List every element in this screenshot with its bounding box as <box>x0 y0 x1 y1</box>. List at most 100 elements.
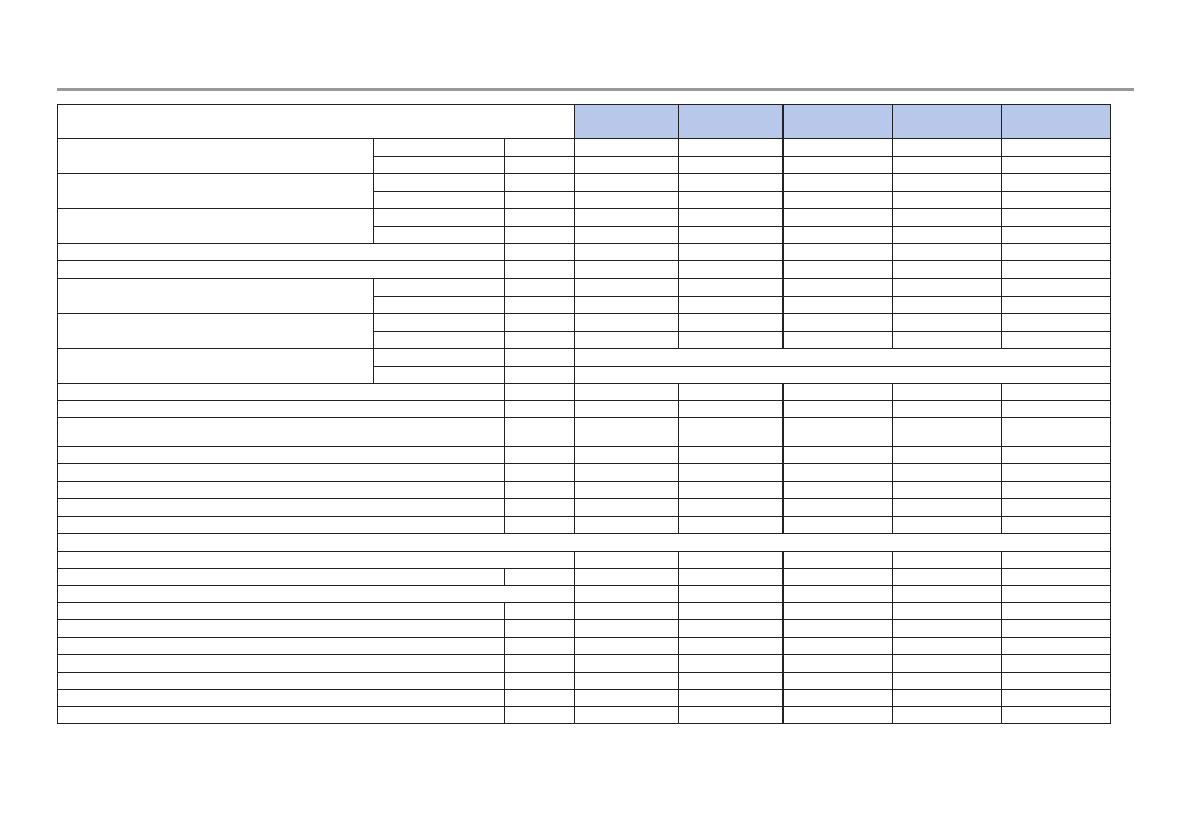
table-cell <box>57 208 374 244</box>
table-cell <box>373 156 505 174</box>
table-row <box>57 706 1112 724</box>
table-row <box>57 619 1112 638</box>
table-cell <box>56 585 576 603</box>
table-cell <box>1001 498 1112 517</box>
table-cell <box>574 383 680 401</box>
table-cell <box>678 481 784 499</box>
table-cell <box>503 173 576 192</box>
table-cell <box>1001 156 1112 174</box>
table-row <box>57 481 1112 499</box>
table-cell <box>1001 400 1112 418</box>
table-cell <box>892 672 1003 690</box>
table-cell <box>892 226 1003 244</box>
table-cell <box>503 138 576 157</box>
table-row <box>58 331 1112 349</box>
table-cell <box>678 602 784 620</box>
table-cell <box>892 313 1003 332</box>
table-cell <box>1001 689 1112 707</box>
table-cell <box>892 417 1003 447</box>
header-cell <box>678 104 784 139</box>
table-row <box>57 498 1112 517</box>
table-cell <box>57 260 505 279</box>
table-cell <box>1001 226 1112 244</box>
table-cell <box>1001 417 1112 447</box>
table-cell <box>57 481 505 499</box>
table-cell <box>678 260 784 279</box>
table-cell <box>678 689 784 707</box>
table-cell <box>1001 481 1112 499</box>
table-cell <box>503 278 576 297</box>
empty-form-table <box>56 104 1112 724</box>
table-cell <box>503 481 576 499</box>
table-cell <box>1001 602 1112 620</box>
table-cell <box>781 551 894 569</box>
table-cell <box>56 551 576 569</box>
table-cell <box>574 619 680 638</box>
table-cell <box>574 260 680 279</box>
table-cell <box>678 226 784 244</box>
table-cell <box>678 173 784 192</box>
table-cell <box>892 516 1003 534</box>
table-cell <box>57 348 374 384</box>
table-cell <box>57 138 374 174</box>
table-cell <box>781 156 894 174</box>
table-cell <box>373 366 505 384</box>
table-cell <box>574 706 680 724</box>
table-cell <box>574 243 680 261</box>
table-cell <box>781 138 894 157</box>
table-cell <box>892 706 1003 724</box>
table-cell <box>57 278 374 314</box>
table-row <box>57 417 1112 447</box>
table-row <box>58 296 1112 314</box>
table-cell <box>678 191 784 209</box>
table-cell <box>57 313 374 349</box>
table-cell <box>373 296 505 314</box>
table-cell <box>781 637 894 655</box>
table-row <box>57 400 1112 418</box>
table-cell <box>1001 672 1112 690</box>
table-cell <box>678 516 784 534</box>
table-cell <box>1001 654 1112 673</box>
table-cell <box>781 706 894 724</box>
table-cell <box>57 602 505 620</box>
table-cell <box>1001 208 1112 227</box>
table-cell <box>503 498 576 517</box>
table-cell <box>574 516 680 534</box>
table-cell <box>574 417 680 447</box>
table-cell <box>574 366 1112 384</box>
table-cell <box>781 243 894 261</box>
table-cell <box>503 417 576 447</box>
table-cell <box>373 313 505 332</box>
top-rule <box>57 88 1134 91</box>
table-cell <box>57 446 505 464</box>
table-cell <box>373 138 505 157</box>
table-cell <box>574 672 680 690</box>
table-cell <box>678 637 784 655</box>
table-cell <box>57 417 505 447</box>
table-cell <box>503 191 576 209</box>
table-cell <box>781 446 894 464</box>
table-cell <box>678 278 784 297</box>
table-cell <box>678 313 784 332</box>
table-cell <box>781 296 894 314</box>
table-cell <box>1001 463 1112 482</box>
table-cell <box>503 260 576 279</box>
table-cell <box>57 637 505 655</box>
table-cell <box>57 689 505 707</box>
table-cell <box>574 348 1112 367</box>
table-cell <box>892 191 1003 209</box>
table-row <box>57 313 1112 349</box>
table-cell <box>781 173 894 192</box>
table-cell <box>57 173 374 209</box>
table-cell <box>678 568 784 586</box>
table-cell <box>1001 568 1112 586</box>
table-cell <box>503 619 576 638</box>
table-row <box>58 226 1112 244</box>
table-cell <box>892 173 1003 192</box>
header-cell <box>574 104 680 139</box>
table-cell <box>1001 331 1112 349</box>
table-cell <box>57 654 505 673</box>
table-row <box>57 602 1112 620</box>
table-cell <box>678 331 784 349</box>
table-cell <box>892 243 1003 261</box>
